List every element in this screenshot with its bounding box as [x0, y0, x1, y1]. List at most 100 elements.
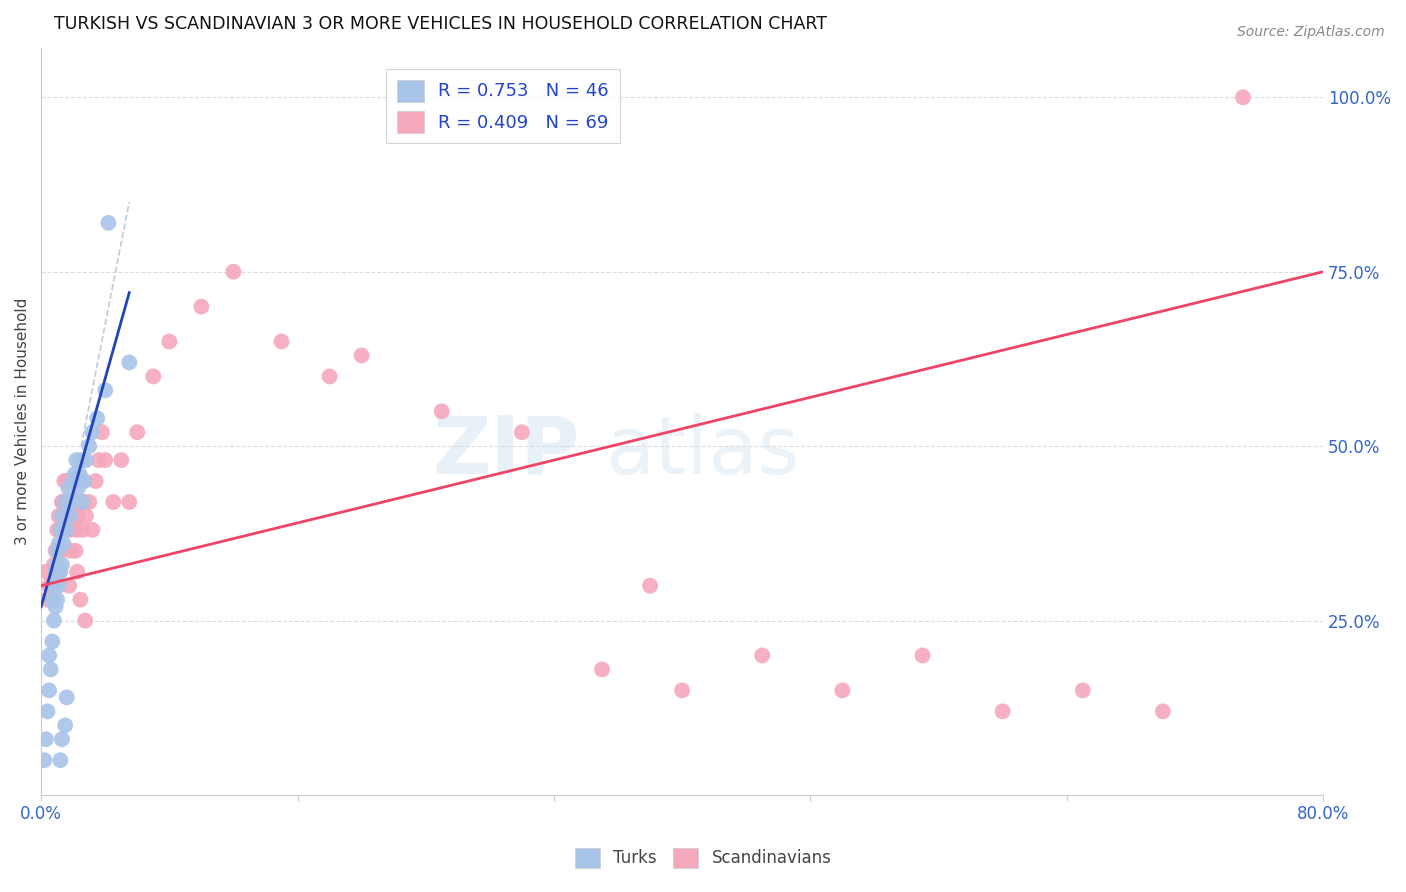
Point	[66, 481, 89, 495]
Point	[82, 425, 104, 440]
Point	[72, 523, 94, 537]
Point	[51, 558, 73, 572]
Point	[51, 508, 73, 523]
Point	[55, 474, 77, 488]
Point	[73, 495, 96, 509]
Point	[37, 592, 59, 607]
Point	[77, 495, 100, 509]
Point	[44, 544, 66, 558]
Point	[37, 704, 59, 718]
Point	[38, 648, 60, 663]
Point	[62, 495, 84, 509]
Point	[55, 523, 77, 537]
Point	[65, 523, 87, 537]
Point	[510, 425, 533, 440]
Point	[60, 495, 83, 509]
Point	[48, 537, 70, 551]
Point	[86, 411, 108, 425]
Point	[831, 683, 853, 698]
Point	[52, 495, 75, 509]
Point	[127, 425, 149, 440]
Point	[53, 495, 76, 509]
Point	[77, 439, 100, 453]
Point	[55, 523, 77, 537]
Point	[222, 265, 245, 279]
Point	[53, 508, 76, 523]
Point	[46, 523, 69, 537]
Point	[157, 334, 180, 349]
Point	[49, 565, 72, 579]
Point	[75, 508, 97, 523]
Point	[82, 523, 104, 537]
Point	[51, 732, 73, 747]
Point	[48, 579, 70, 593]
Point	[118, 355, 141, 369]
Point	[65, 544, 87, 558]
Point	[72, 495, 94, 509]
Point	[69, 592, 91, 607]
Point	[62, 474, 84, 488]
Point	[94, 453, 117, 467]
Point	[350, 349, 373, 363]
Point	[58, 579, 80, 593]
Point	[911, 648, 934, 663]
Point	[49, 523, 72, 537]
Point	[97, 216, 120, 230]
Point	[671, 683, 693, 698]
Point	[430, 404, 453, 418]
Point	[56, 508, 79, 523]
Point	[53, 718, 76, 732]
Point	[318, 369, 340, 384]
Point	[58, 495, 80, 509]
Point	[110, 453, 132, 467]
Point	[65, 453, 87, 467]
Point	[59, 508, 82, 523]
Point	[1152, 704, 1174, 718]
Legend: Turks, Scandinavians: Turks, Scandinavians	[568, 841, 838, 875]
Point	[118, 495, 141, 509]
Point	[55, 690, 77, 705]
Point	[91, 425, 114, 440]
Point	[66, 565, 89, 579]
Point	[48, 544, 70, 558]
Point	[638, 579, 661, 593]
Point	[46, 565, 69, 579]
Point	[991, 704, 1014, 718]
Point	[46, 558, 69, 572]
Point	[41, 592, 63, 607]
Point	[142, 369, 165, 384]
Point	[63, 508, 86, 523]
Point	[41, 592, 63, 607]
Point	[48, 508, 70, 523]
Point	[59, 523, 82, 537]
Point	[42, 558, 65, 572]
Point	[46, 544, 69, 558]
Point	[94, 384, 117, 398]
Text: ZIP: ZIP	[432, 413, 579, 491]
Point	[58, 481, 80, 495]
Point	[49, 544, 72, 558]
Point	[41, 634, 63, 648]
Point	[44, 599, 66, 614]
Point	[103, 495, 125, 509]
Text: Source: ZipAtlas.com: Source: ZipAtlas.com	[1237, 25, 1385, 39]
Point	[70, 474, 93, 488]
Point	[591, 663, 613, 677]
Point	[38, 579, 60, 593]
Text: TURKISH VS SCANDINAVIAN 3 OR MORE VEHICLES IN HOUSEHOLD CORRELATION CHART: TURKISH VS SCANDINAVIAN 3 OR MORE VEHICL…	[53, 15, 827, 33]
Point	[1232, 90, 1254, 104]
Point	[35, 565, 58, 579]
Point	[59, 544, 82, 558]
Point	[42, 579, 65, 593]
Point	[270, 334, 292, 349]
Point	[63, 467, 86, 481]
Point	[1071, 683, 1094, 698]
Point	[49, 523, 72, 537]
Point	[38, 683, 60, 698]
Point	[53, 474, 76, 488]
Point	[87, 453, 110, 467]
Point	[52, 523, 75, 537]
Point	[75, 614, 97, 628]
Point	[60, 508, 83, 523]
Point	[75, 453, 97, 467]
